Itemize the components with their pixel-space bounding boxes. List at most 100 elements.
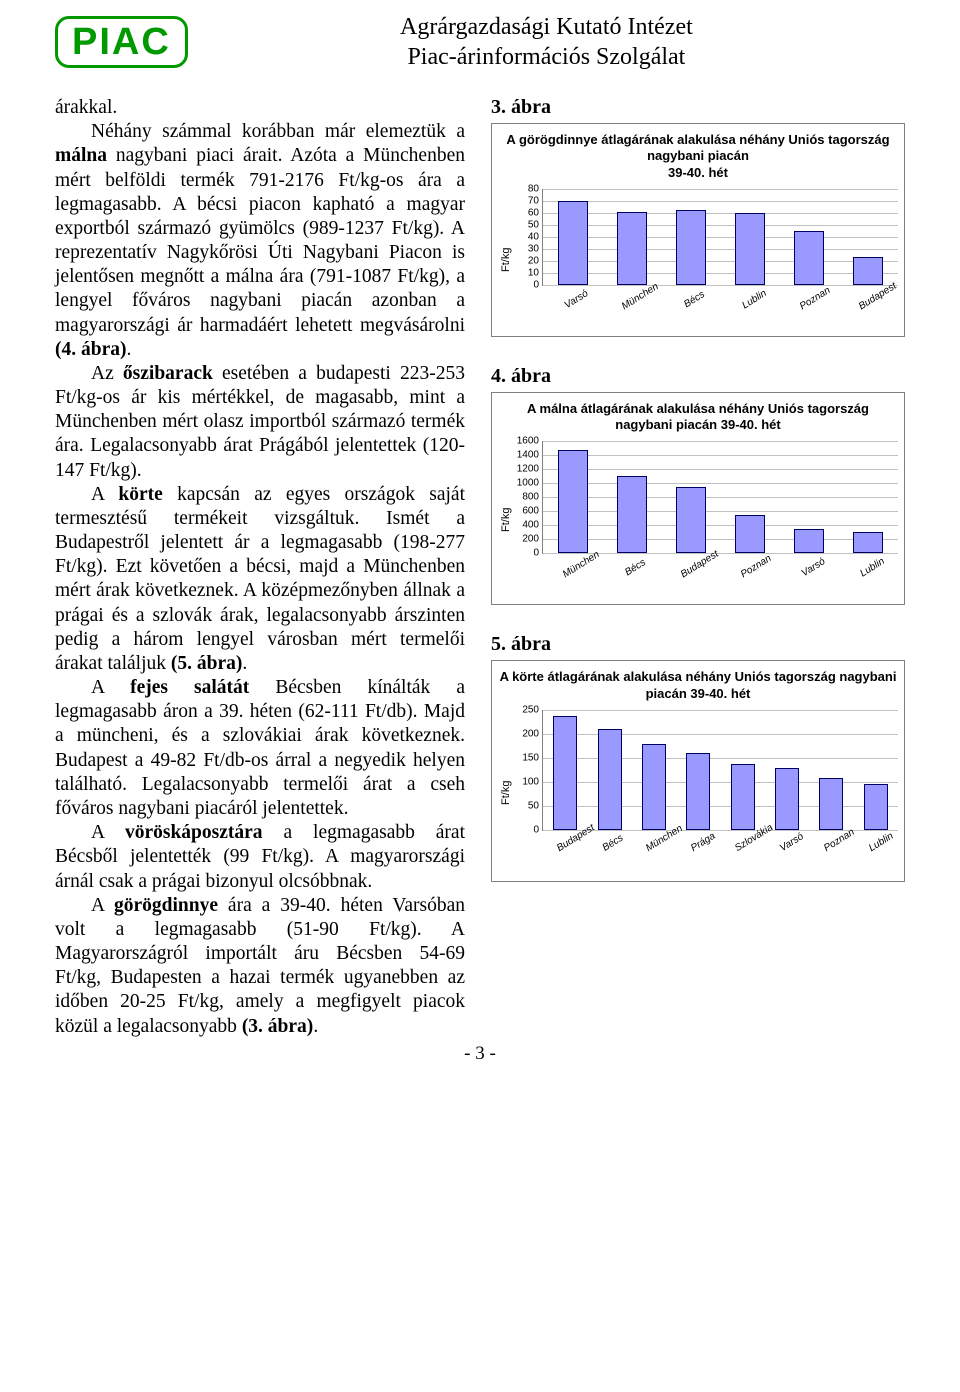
- body-text-column: árakkal. Néhány számmal korábban már ele…: [55, 96, 465, 1039]
- plot-inner: 01020304050607080VarsóMünchenBécsLublinP…: [514, 189, 898, 330]
- y-tick: 1200: [511, 464, 539, 475]
- y-ticks: 050100150200250: [513, 710, 541, 830]
- bar: [735, 515, 765, 553]
- x-tick: Lublin: [739, 286, 789, 340]
- bar: [558, 450, 588, 554]
- bar: [686, 753, 710, 830]
- bar: [553, 716, 577, 830]
- x-tick: Poznan: [822, 831, 867, 882]
- x-tick: Poznan: [798, 286, 848, 340]
- bar: [853, 257, 883, 285]
- y-tick: 20: [511, 255, 539, 266]
- body-p5: A fejes salátát Bécsben kínálták a legma…: [55, 676, 465, 821]
- x-ticks: BudapestBécsMünchenPrágaSzlovákiaVarsóPo…: [542, 831, 898, 875]
- y-tick: 1600: [511, 436, 539, 447]
- bar: [731, 764, 755, 830]
- x-tick: Budapest: [555, 831, 600, 882]
- plot-wrap: Ft/kg050100150200250BudapestBécsMünchenP…: [498, 710, 898, 875]
- bar: [735, 213, 765, 285]
- plot-inner: 02004006008001000120014001600MünchenBécs…: [514, 441, 898, 598]
- x-tick: Bécs: [600, 831, 645, 882]
- plot-area: 01020304050607080: [542, 189, 898, 286]
- header-title-2: Piac-árinformációs Szolgálat: [188, 42, 905, 72]
- fig5-chart: A körte átlagárának alakulása néhány Uni…: [491, 660, 905, 882]
- y-tick: 60: [511, 207, 539, 218]
- x-tick: Bécs: [679, 286, 729, 340]
- bar: [676, 487, 706, 553]
- page: PIAC Agrárgazdasági Kutató Intézet Piac-…: [0, 0, 960, 1085]
- bars-container: [543, 189, 898, 285]
- chart-title: A görögdinnye átlagárának alakulása néhá…: [498, 132, 898, 181]
- fig3-chart: A görögdinnye átlagárának alakulása néhá…: [491, 123, 905, 337]
- y-tick: 80: [511, 183, 539, 194]
- x-tick: Lublin: [867, 831, 912, 882]
- bar: [598, 729, 622, 830]
- fig4-label: 4. ábra: [491, 365, 905, 388]
- page-header: PIAC Agrárgazdasági Kutató Intézet Piac-…: [55, 12, 905, 72]
- logo-badge: PIAC: [55, 16, 188, 68]
- body-p3: Az őszibarack esetében a budapesti 223-2…: [55, 362, 465, 483]
- x-tick: München: [620, 286, 670, 340]
- bar: [819, 778, 843, 830]
- y-tick: 50: [511, 800, 539, 811]
- body-p2: Néhány számmal korábban már elemeztük a …: [55, 120, 465, 362]
- y-tick: 250: [511, 704, 539, 715]
- plot-wrap: Ft/kg02004006008001000120014001600Münche…: [498, 441, 898, 598]
- x-tick: Varsó: [778, 831, 823, 882]
- y-ticks: 01020304050607080: [513, 189, 541, 285]
- body-p1: árakkal.: [55, 96, 465, 120]
- x-tick: München: [561, 554, 611, 608]
- bar: [558, 201, 588, 285]
- y-tick: 40: [511, 231, 539, 242]
- x-tick: Bécs: [620, 554, 670, 608]
- plot-wrap: Ft/kg01020304050607080VarsóMünchenBécsLu…: [498, 189, 898, 330]
- y-tick: 10: [511, 267, 539, 278]
- x-tick: Budapest: [857, 286, 907, 340]
- y-tick: 50: [511, 219, 539, 230]
- content-columns: árakkal. Néhány számmal korábban már ele…: [55, 96, 905, 1039]
- x-tick: Szlovákia: [733, 831, 778, 882]
- x-tick: München: [644, 831, 689, 882]
- y-tick: 0: [511, 548, 539, 559]
- y-tick: 1000: [511, 478, 539, 489]
- bar: [853, 532, 883, 553]
- grid-line: [543, 285, 898, 286]
- body-p7: A görögdinnye ára a 39-40. héten Varsóba…: [55, 894, 465, 1039]
- bar: [794, 231, 824, 285]
- header-title-1: Agrárgazdasági Kutató Intézet: [188, 12, 905, 42]
- header-titles: Agrárgazdasági Kutató Intézet Piac-árinf…: [188, 12, 905, 72]
- y-tick: 200: [511, 534, 539, 545]
- fig4-chart: A málna átlagárának alakulása néhány Uni…: [491, 392, 905, 606]
- x-tick: Lublin: [857, 554, 907, 608]
- x-tick: Varsó: [561, 286, 611, 340]
- y-tick: 30: [511, 243, 539, 254]
- y-tick: 600: [511, 506, 539, 517]
- bar: [794, 529, 824, 553]
- plot-area: 050100150200250: [542, 710, 898, 831]
- x-ticks: VarsóMünchenBécsLublinPoznanBudapest: [542, 286, 898, 330]
- bar: [864, 784, 888, 830]
- bars-container: [543, 441, 898, 553]
- chart-title: A körte átlagárának alakulása néhány Uni…: [498, 669, 898, 702]
- bar: [617, 212, 647, 285]
- x-tick: Budapest: [679, 554, 729, 608]
- plot-inner: 050100150200250BudapestBécsMünchenPrágaS…: [514, 710, 898, 875]
- body-p6: A vöröskáposztára a legmagasabb árat Béc…: [55, 821, 465, 894]
- bar: [775, 768, 799, 829]
- x-tick: Poznan: [739, 554, 789, 608]
- bar: [642, 744, 666, 829]
- fig3-label: 3. ábra: [491, 96, 905, 119]
- page-number: - 3 -: [55, 1043, 905, 1065]
- y-tick: 1400: [511, 450, 539, 461]
- y-tick: 400: [511, 520, 539, 531]
- figures-column: 3. ábra A görögdinnye átlagárának alakul…: [491, 96, 905, 1039]
- bars-container: [543, 710, 898, 830]
- x-ticks: MünchenBécsBudapestPoznanVarsóLublin: [542, 554, 898, 598]
- fig5-label: 5. ábra: [491, 633, 905, 656]
- body-p4: A körte kapcsán az egyes országok saját …: [55, 483, 465, 676]
- y-tick: 0: [511, 824, 539, 835]
- y-ticks: 02004006008001000120014001600: [513, 441, 541, 553]
- y-tick: 150: [511, 752, 539, 763]
- x-tick: Prága: [689, 831, 734, 882]
- bar: [676, 210, 706, 284]
